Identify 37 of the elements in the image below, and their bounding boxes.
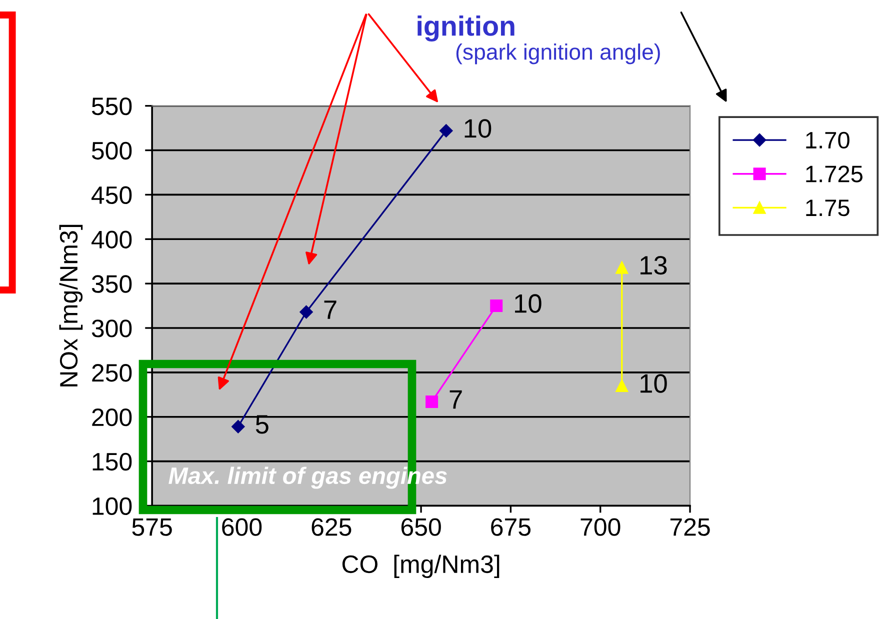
y-axis-title: NOx [mg/Nm3] [59,224,83,386]
y-tick-label: 200 [92,408,132,426]
x-tick-label: 700 [580,518,620,536]
text: ignition [418,15,514,42]
legend-label: 1.75 [806,200,850,216]
annotation: 13 [640,256,667,275]
legend-label: 1.725 [806,166,862,182]
x-tick-label: 675 [491,518,531,536]
y-tick-label: 500 [92,142,132,160]
y-tick-label: 400 [91,230,132,248]
annotation: 10 [464,119,492,138]
y-tick-label: 100 [92,497,132,516]
y-tick-label: 350 [92,275,132,293]
point [300,305,313,319]
point [490,300,503,312]
point [440,124,453,138]
y-tick-label: 250 [92,364,132,382]
y-tick-label: 450 [91,186,132,204]
annotation: 10 [515,294,542,313]
x-tick-label: 600 [222,518,262,536]
y-tick-label: 300 [92,320,132,338]
annotation: 7 [450,390,462,409]
annotation: 10 [640,374,667,393]
text: (spark ignition angle) [456,43,660,64]
point [616,380,628,392]
point [232,420,245,434]
x-axis-title: CO [mg/Nm3] [342,554,500,578]
x-tick-label: 575 [132,518,172,536]
legend-label: 1.70 [806,132,850,149]
point [616,261,628,274]
y-tick-label: 550 [92,97,132,116]
x-tick-label: 625 [312,518,352,536]
annotation: 7 [324,300,336,319]
point [426,396,438,408]
x-tick-label: 725 [670,518,710,536]
y-tick-label: 150 [92,452,132,471]
x-tick-label: 650 [401,518,441,536]
